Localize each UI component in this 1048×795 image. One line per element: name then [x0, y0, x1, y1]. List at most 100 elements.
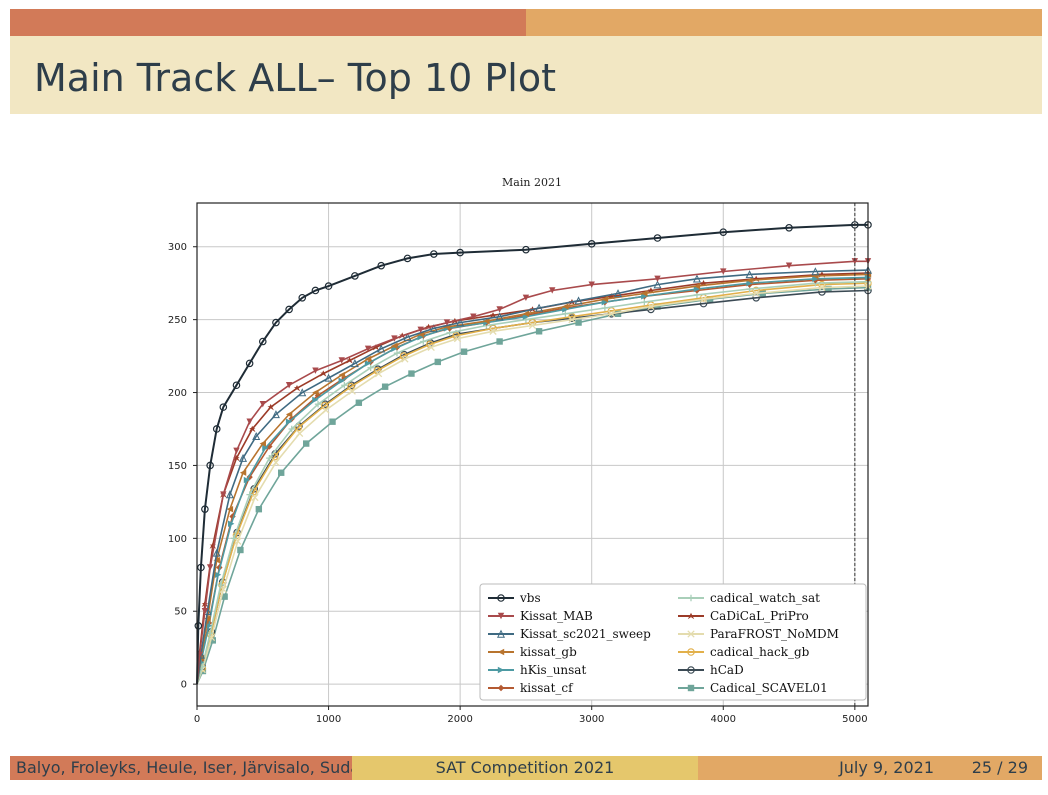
series-point: [720, 268, 727, 275]
series-point: [298, 293, 307, 302]
series-point: [364, 360, 372, 367]
series-point: [303, 440, 310, 447]
legend-label: ParaFROST_NoMDM: [710, 627, 839, 641]
series-point: [818, 288, 826, 296]
series-point: [346, 357, 353, 364]
series-point: [719, 228, 728, 236]
legend-marker: [497, 666, 505, 674]
x-tick-label: 1000: [316, 714, 341, 725]
y-tick-label: 100: [168, 534, 187, 545]
series-point: [647, 302, 655, 311]
series-point: [562, 303, 569, 310]
series-point: [374, 369, 383, 378]
series-point: [320, 370, 327, 377]
series-point: [267, 403, 274, 411]
x-tick-label: 0: [194, 714, 200, 725]
y-tick-label: 50: [174, 607, 187, 618]
series-point: [194, 622, 203, 630]
legend-label: Kissat_MAB: [520, 609, 593, 623]
legend-marker: [687, 630, 695, 638]
series-point: [641, 290, 648, 297]
series-point: [575, 319, 582, 326]
series-point: [364, 345, 372, 352]
series-point: [752, 293, 760, 302]
series-lines: [194, 221, 873, 685]
series-point: [285, 418, 293, 425]
series-point: [219, 403, 228, 411]
series-point: [226, 505, 234, 513]
legend-marker: [497, 648, 505, 656]
series-point: [285, 411, 293, 418]
series-point: [252, 431, 261, 440]
series-point: [391, 335, 398, 342]
series-point: [239, 453, 248, 462]
legend-label: Kissat_sc2021_sweep: [520, 627, 651, 641]
legend-marker: [687, 594, 695, 602]
series-point: [393, 349, 401, 357]
series-point: [607, 310, 616, 318]
legend-label: Cadical_SCAVEL01: [710, 681, 828, 695]
series-point: [239, 469, 247, 476]
series-point: [255, 505, 263, 513]
series-point: [348, 387, 356, 395]
legend-item: hCaD: [678, 663, 744, 677]
legend-item: CaDiCaL_PriPro: [678, 609, 809, 623]
legend-item: kissat_cf: [488, 681, 574, 695]
series-point: [535, 303, 544, 312]
series-point: [456, 318, 465, 327]
series-point: [811, 267, 820, 276]
series-point: [746, 277, 753, 284]
legend-marker: [497, 594, 505, 602]
series-point: [314, 401, 322, 408]
series-point: [272, 458, 280, 467]
series-point: [562, 306, 569, 313]
series-point: [654, 275, 661, 283]
series-point: [197, 563, 205, 572]
legend-marker: [687, 648, 695, 656]
series-point: [221, 593, 228, 600]
series-point: [258, 337, 267, 346]
series-point: [217, 581, 224, 589]
series-point: [693, 285, 701, 293]
series-point: [233, 454, 240, 462]
series-point: [312, 389, 319, 396]
series-point: [355, 399, 363, 406]
series-point: [641, 293, 648, 300]
legend: vbs Kissat_MAB Kissat_sc2021_sweep kissat_g…: [479, 583, 867, 701]
footer-authors: Balyo, Froleyks, Heule, Iser, Järvisalo,…: [10, 756, 352, 780]
series-point: [692, 274, 701, 283]
series-point: [653, 234, 662, 242]
series-point: [338, 377, 345, 385]
series-point: [338, 371, 345, 379]
series-point: [271, 410, 280, 419]
series-point: [470, 313, 477, 320]
series-point: [601, 296, 609, 303]
series-point: [601, 304, 609, 312]
series-point: [312, 367, 319, 374]
series-point: [259, 401, 266, 408]
top-decor-bar: [10, 9, 1042, 36]
series-kissat-mab: [196, 258, 872, 685]
series-point: [381, 383, 389, 390]
series-point: [213, 557, 220, 564]
x-tick-label: 3000: [579, 714, 604, 725]
legend-label: cadical_hack_gb: [710, 645, 810, 659]
footer-right: July 9, 2021 25 / 29: [698, 756, 1042, 780]
series-point: [234, 537, 242, 545]
series-point: [483, 317, 490, 325]
series-point: [752, 289, 760, 298]
legend-marker: [687, 666, 695, 674]
series-point: [528, 321, 537, 330]
series-point: [209, 637, 216, 644]
series-point: [574, 296, 583, 305]
series-point: [496, 338, 503, 345]
series-point: [417, 326, 424, 334]
y-tick-label: 150: [168, 461, 187, 472]
series-point: [367, 364, 374, 371]
series-point: [430, 250, 438, 258]
series-point: [401, 355, 409, 363]
legend-item: vbs: [488, 591, 541, 605]
legend-item: hKis_unsat: [488, 663, 586, 677]
legend-label: cadical_watch_sat: [710, 591, 820, 605]
